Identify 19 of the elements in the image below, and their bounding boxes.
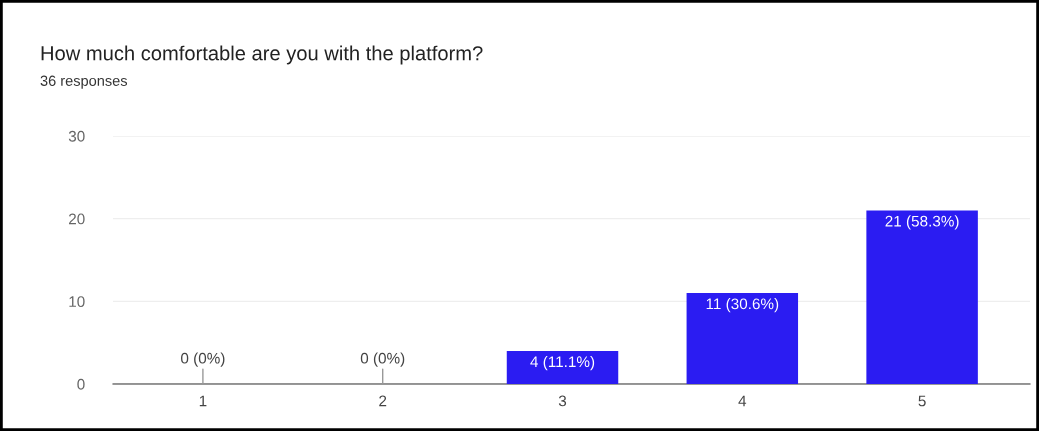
chart-subtitle: 36 responses <box>40 75 128 89</box>
data-label: 21 (58.3%) <box>885 215 959 230</box>
y-tick-label: 30 <box>68 130 85 142</box>
x-tick-label: 5 <box>918 395 926 407</box>
data-label: 11 (30.6%) <box>706 298 779 313</box>
bar <box>866 210 978 384</box>
x-tick-label: 2 <box>379 395 387 407</box>
bar <box>506 350 619 384</box>
chart-title: How much comfortable are you with the platform? <box>41 45 483 65</box>
data-label: 0 (0%) <box>360 352 405 367</box>
y-tick-label: 0 <box>77 378 85 390</box>
data-label: 4 (11.1%) <box>530 355 595 371</box>
y-tick-label: 20 <box>69 213 85 225</box>
x-tick-label: 3 <box>558 395 567 407</box>
bar <box>686 293 799 384</box>
x-tick-label: 1 <box>199 395 207 407</box>
y-tick-label: 10 <box>69 296 85 308</box>
data-label: 0 (0%) <box>181 352 225 367</box>
x-tick-label: 4 <box>738 395 747 407</box>
